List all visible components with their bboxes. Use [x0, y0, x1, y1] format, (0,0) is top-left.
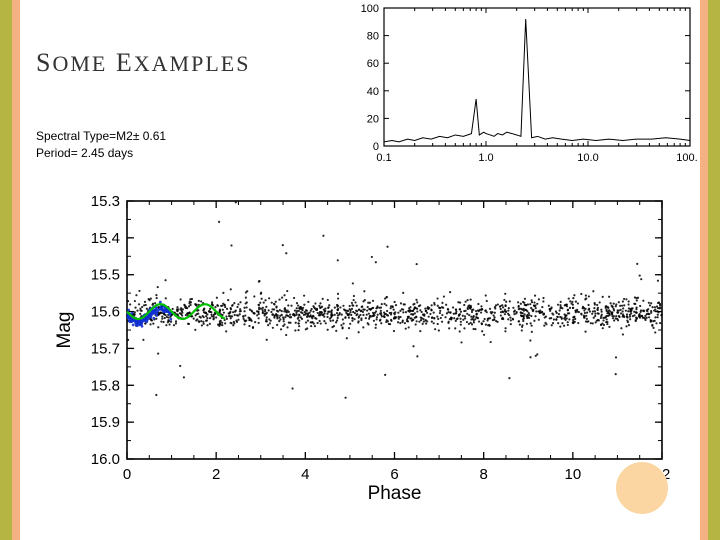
svg-text:15.6: 15.6 [91, 304, 120, 321]
svg-text:8: 8 [479, 466, 487, 483]
svg-text:10: 10 [564, 466, 581, 483]
svg-text:15.5: 15.5 [91, 267, 120, 284]
spectral-type-line: Spectral Type=M2± 0.61 [36, 128, 166, 145]
svg-text:100.0: 100.0 [676, 152, 698, 164]
svg-text:2: 2 [212, 466, 220, 483]
svg-text:15.8: 15.8 [91, 377, 120, 394]
svg-text:10.0: 10.0 [577, 152, 598, 164]
stripe-right-inner [700, 0, 708, 540]
svg-text:4: 4 [301, 466, 309, 483]
svg-text:0.1: 0.1 [376, 152, 391, 164]
svg-text:80: 80 [367, 31, 379, 43]
svg-text:6: 6 [390, 466, 398, 483]
svg-text:16.0: 16.0 [91, 451, 120, 468]
slide-content: SOME EXAMPLES Spectral Type=M2± 0.61 Per… [24, 0, 696, 540]
stripe-left-outer [0, 0, 12, 540]
svg-text:15.3: 15.3 [91, 195, 120, 210]
stripe-right-outer [708, 0, 720, 540]
spectral-info: Spectral Type=M2± 0.61 Period= 2.45 days [36, 128, 166, 163]
svg-text:20: 20 [367, 113, 379, 125]
svg-text:40: 40 [367, 86, 379, 98]
svg-text:15.7: 15.7 [91, 340, 120, 357]
svg-text:60: 60 [367, 58, 379, 70]
svg-text:100: 100 [361, 3, 379, 15]
slide-title: SOME EXAMPLES [36, 48, 250, 78]
svg-text:15.9: 15.9 [91, 414, 120, 431]
svg-text:0: 0 [123, 466, 131, 483]
periodogram-chart: 0204060801000.11.010.0100.0 [338, 2, 698, 172]
accent-circle-icon [616, 462, 668, 514]
svg-text:1.0: 1.0 [478, 152, 493, 164]
stripe-left-inner [12, 0, 20, 540]
svg-text:15.4: 15.4 [91, 230, 120, 247]
period-line: Period= 2.45 days [36, 145, 166, 162]
svg-text:Mag: Mag [54, 312, 75, 349]
svg-text:Phase: Phase [368, 483, 422, 504]
phase-mag-chart: 02468101215.315.415.515.615.715.815.916.… [54, 195, 674, 505]
